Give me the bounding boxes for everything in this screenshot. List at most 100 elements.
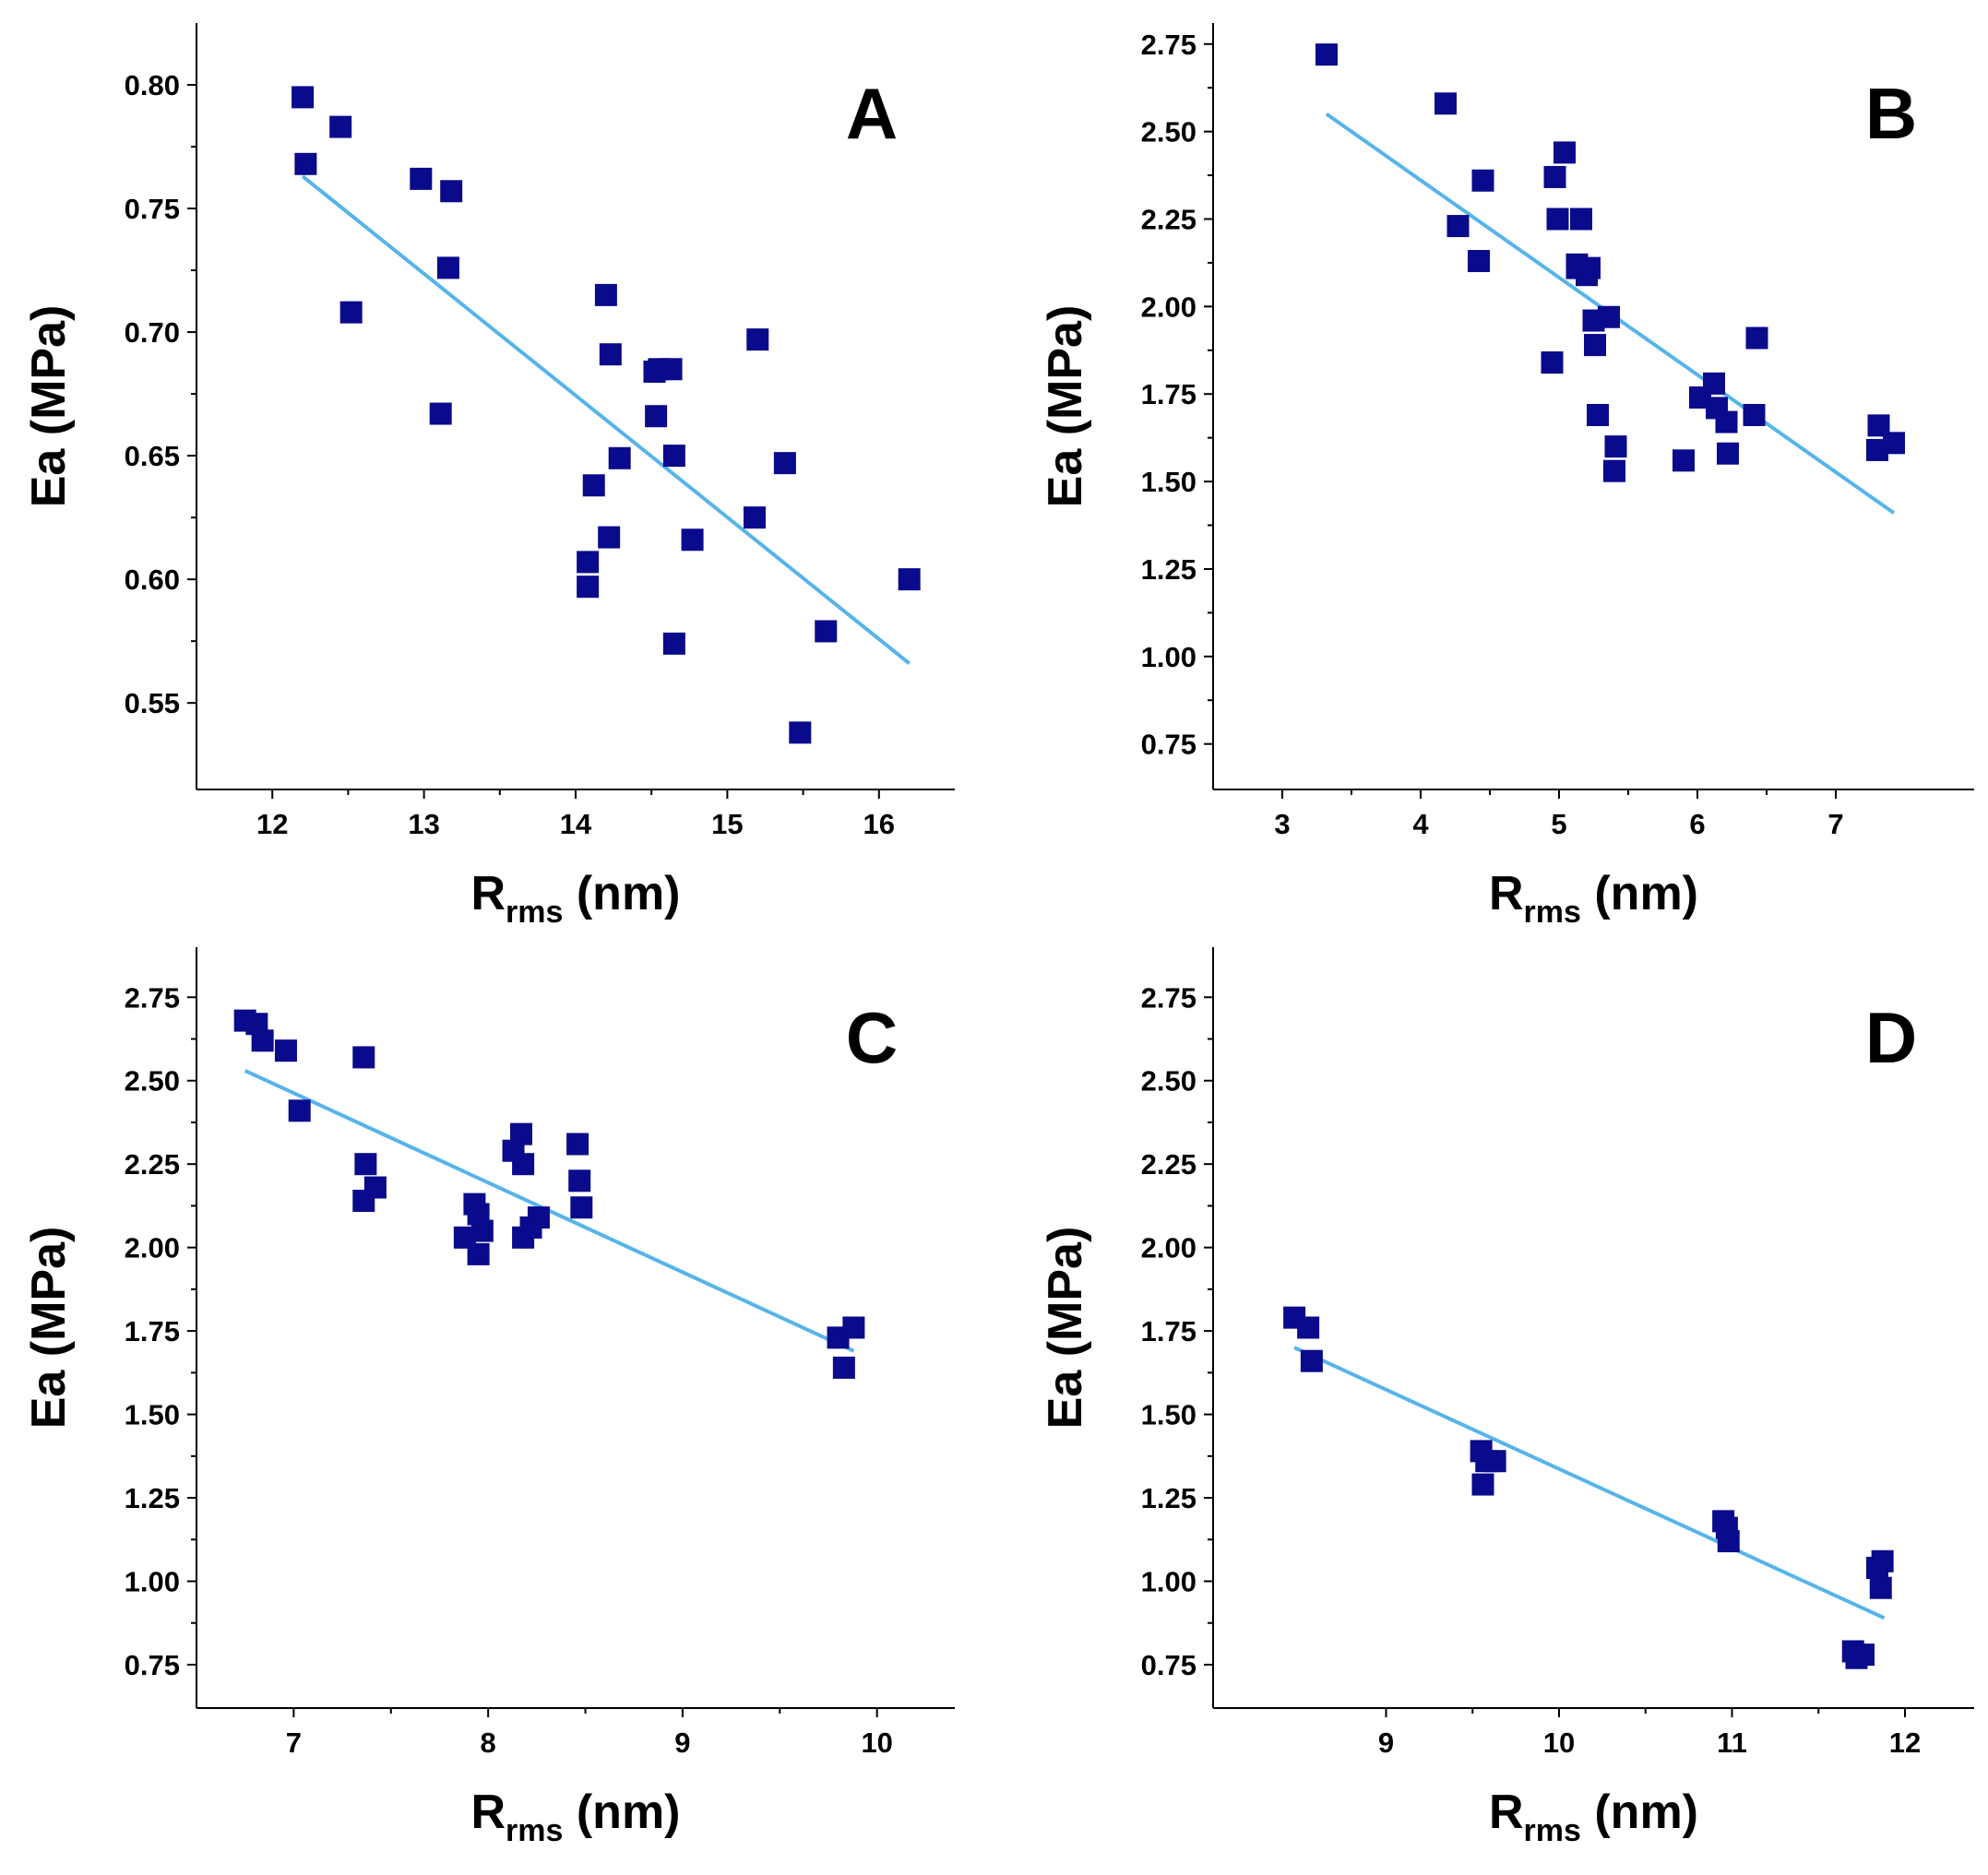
x-axis-title-subscript: rms <box>1524 895 1581 930</box>
data-point <box>577 551 600 574</box>
data-point <box>1603 459 1625 482</box>
data-point <box>440 180 463 203</box>
data-point <box>743 506 766 529</box>
x-tick-label: 9 <box>1378 1727 1394 1759</box>
y-tick-label: 2.50 <box>125 1065 180 1098</box>
fit-line <box>1293 1346 1886 1620</box>
x-axis-title-main: R <box>470 1786 506 1839</box>
data-point <box>662 632 685 655</box>
data-point <box>1434 92 1457 115</box>
x-tick-label: 10 <box>861 1727 892 1759</box>
x-axis-title-subscript: rms <box>506 1813 563 1848</box>
data-point <box>1587 403 1609 426</box>
data-point <box>1541 351 1564 374</box>
x-axis-title: Rrms (nm) <box>1489 1786 1698 1848</box>
y-tick-label: 1.25 <box>1141 1482 1196 1514</box>
y-tick-label: 2.75 <box>125 981 180 1014</box>
y-tick-label: 2.25 <box>1141 1148 1196 1181</box>
x-tick-label: 11 <box>1717 1727 1747 1759</box>
data-point <box>1578 256 1601 279</box>
data-point <box>832 1356 855 1379</box>
data-point <box>363 1176 387 1199</box>
y-tick-label: 1.75 <box>1141 1315 1196 1347</box>
y-tick-label: 1.00 <box>125 1566 180 1598</box>
y-tick-label: 1.50 <box>1141 466 1196 498</box>
x-axis-title-main: R <box>470 867 506 920</box>
data-point <box>329 115 352 138</box>
x-tick-label: 14 <box>560 808 592 840</box>
data-point <box>467 1242 490 1265</box>
panel-d: 0.75 1.00 1.25 1.50 1.75 2.00 2.25 2.50 2.75 9 10 1… <box>1039 947 1974 1848</box>
data-point <box>645 405 668 428</box>
y-tick-label: 1.75 <box>1141 378 1196 410</box>
y-tick-label: 1.25 <box>1141 553 1196 586</box>
data-point <box>570 1196 593 1219</box>
data-point <box>577 576 600 599</box>
data-point <box>251 1029 274 1052</box>
y-tick-label: 2.75 <box>1141 981 1196 1014</box>
data-point <box>594 283 617 306</box>
data-point <box>1471 1473 1494 1496</box>
x-tick-label: 10 <box>1543 1727 1575 1759</box>
y-tick-label: 0.75 <box>1141 729 1196 761</box>
data-point <box>1553 141 1576 164</box>
data-point <box>1483 1450 1506 1473</box>
data-point <box>773 452 796 475</box>
y-tick-label: 1.25 <box>125 1482 180 1514</box>
data-point <box>288 1099 311 1122</box>
data-point <box>274 1039 297 1062</box>
data-point <box>598 526 621 549</box>
x-tick-label: 9 <box>674 1727 690 1759</box>
x-axis-title-subscript: rms <box>506 895 563 930</box>
panel-letter: A <box>846 73 898 154</box>
data-point <box>660 358 683 381</box>
y-tick-label: 0.60 <box>125 564 180 596</box>
data-point <box>354 1153 377 1176</box>
y-tick-label: 1.50 <box>1141 1399 1196 1431</box>
y-tick-label: 2.25 <box>125 1148 180 1181</box>
y-tick-label: 0.55 <box>125 687 180 719</box>
x-axis-title-main: R <box>1489 867 1524 920</box>
y-axis-title: Ea (MPa) <box>22 1227 76 1430</box>
panel-letter: D <box>1865 997 1917 1078</box>
data-point <box>467 1203 490 1226</box>
y-tick-label: 2.00 <box>1141 1232 1196 1264</box>
y-tick-label: 1.50 <box>125 1399 180 1431</box>
data-point <box>1883 432 1905 455</box>
data-point <box>1315 43 1338 66</box>
data-point <box>294 152 317 175</box>
data-point <box>1471 169 1494 192</box>
x-axis-title: Rrms (nm) <box>470 1786 680 1848</box>
x-tick-label: 7 <box>286 1727 302 1759</box>
x-tick-label: 12 <box>256 808 288 840</box>
y-tick-label: 1.00 <box>1141 1566 1196 1598</box>
data-point <box>1717 442 1739 465</box>
panel-b: 0.75 1.00 1.25 1.50 1.75 2.00 2.25 2.50 2.75 3 4 5 6… <box>1039 23 1974 930</box>
y-axis-title: Ea (MPa) <box>1039 305 1092 508</box>
data-point <box>1869 1576 1892 1599</box>
data-point <box>662 445 685 468</box>
x-tick-label: 4 <box>1412 808 1429 840</box>
data-point <box>898 568 921 591</box>
data-point <box>815 620 838 643</box>
x-axis-title-unit: (nm) <box>563 867 680 920</box>
data-point <box>512 1153 535 1176</box>
y-axis-title: Ea (MPa) <box>22 305 76 508</box>
data-point <box>681 528 704 552</box>
data-point <box>352 1046 375 1069</box>
x-tick-label: 16 <box>863 808 895 840</box>
data-point <box>509 1122 532 1145</box>
data-point <box>1852 1644 1875 1667</box>
y-tick-label: 0.75 <box>125 193 180 225</box>
panel-letter: B <box>1865 73 1917 154</box>
x-axis-title: Rrms (nm) <box>1489 867 1698 930</box>
x-axis-title-unit: (nm) <box>1581 867 1698 920</box>
data-point <box>292 86 315 109</box>
x-axis-title-main: R <box>1489 1786 1524 1839</box>
x-tick-label: 5 <box>1551 808 1566 840</box>
data-point <box>1468 250 1490 273</box>
data-point <box>608 446 631 469</box>
data-point <box>1543 165 1566 188</box>
y-tick-label: 1.00 <box>1141 641 1196 673</box>
